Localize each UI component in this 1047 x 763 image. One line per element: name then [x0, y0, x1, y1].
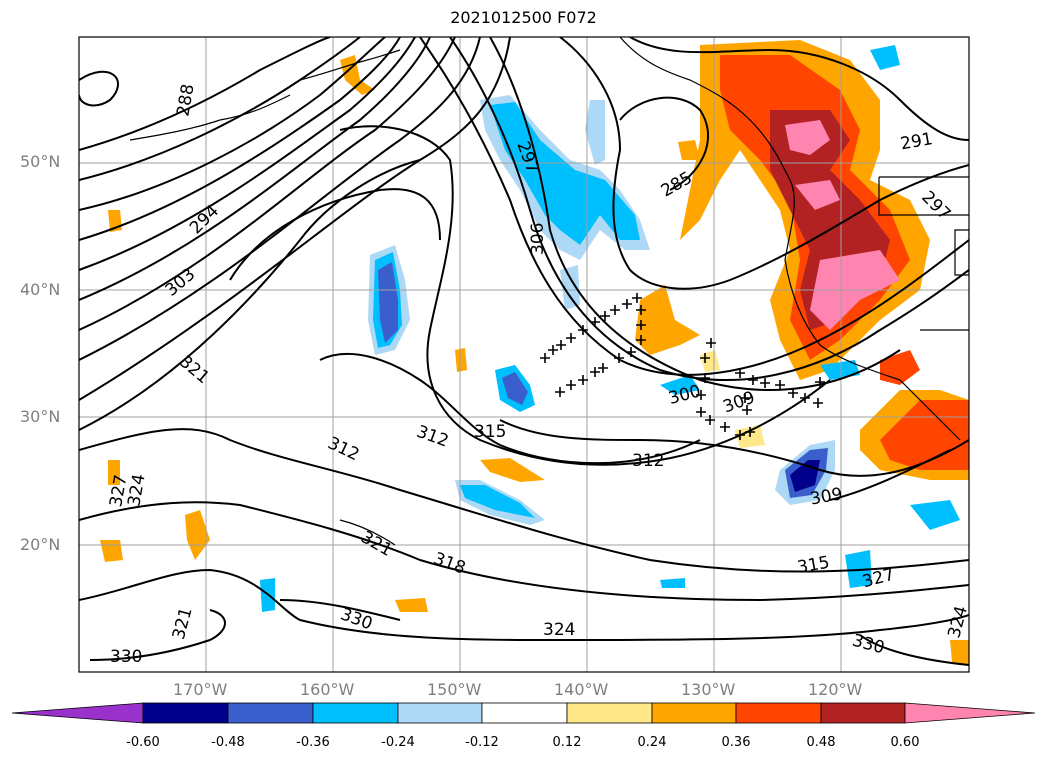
- colorbar-tick: -0.24: [381, 735, 415, 750]
- contour-label: 315: [474, 422, 506, 442]
- colorbar-tick: 0.36: [721, 735, 751, 750]
- map-border: [78, 36, 970, 673]
- colorbar-tick: 0.48: [806, 735, 836, 750]
- colorbar-tick: -0.12: [465, 735, 499, 750]
- lat-label: 20°N: [20, 535, 61, 554]
- lon-label: 120°W: [808, 680, 863, 699]
- lon-label: 140°W: [554, 680, 609, 699]
- colorbar-tick: 0.12: [552, 735, 582, 750]
- contour-label: 330: [110, 647, 142, 667]
- colorbar-tick: -0.60: [126, 735, 160, 750]
- colorbar: [11, 702, 1036, 724]
- contour-label: 306: [528, 223, 548, 255]
- contour-lines: [79, 37, 969, 666]
- contour-label: 312: [632, 451, 664, 471]
- lon-label: 160°W: [300, 680, 355, 699]
- lat-label: 30°N: [20, 407, 61, 426]
- contour-label: 324: [543, 620, 575, 640]
- coastlines: [129, 37, 969, 546]
- lon-label: 150°W: [427, 680, 482, 699]
- lat-label: 50°N: [20, 152, 61, 171]
- colorbar-tick: 0.60: [890, 735, 920, 750]
- colorbar-tick: -0.36: [296, 735, 330, 750]
- lon-label: 130°W: [681, 680, 736, 699]
- map-title: 2021012500 F072: [450, 8, 597, 27]
- cross-markers: [540, 293, 825, 440]
- colorbar-tick: 0.24: [637, 735, 667, 750]
- colorbar-tick: -0.48: [211, 735, 245, 750]
- lon-label: 170°W: [173, 680, 228, 699]
- colorbar-extend-low: [11, 702, 144, 724]
- colorbar-extend-high: [904, 702, 1036, 724]
- lat-label: 40°N: [20, 280, 61, 299]
